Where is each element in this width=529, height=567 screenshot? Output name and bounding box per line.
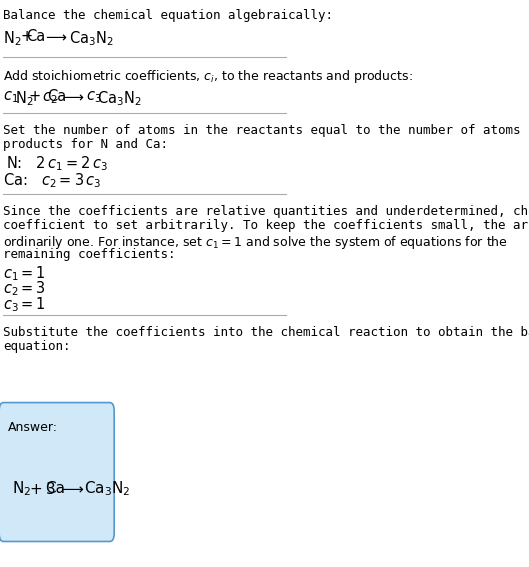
Text: Substitute the coefficients into the chemical reaction to obtain the balanced: Substitute the coefficients into the che… — [4, 326, 529, 339]
Text: Ca: Ca — [47, 89, 66, 104]
Text: Answer:: Answer: — [8, 421, 58, 434]
Text: N:   $2\,c_1 = 2\,c_3$: N: $2\,c_1 = 2\,c_3$ — [6, 155, 108, 174]
Text: $\mathrm{N_2}$: $\mathrm{N_2}$ — [15, 89, 33, 108]
Text: products for N and Ca:: products for N and Ca: — [4, 138, 168, 151]
Text: $c_3 = 1$: $c_3 = 1$ — [4, 295, 47, 314]
Text: $\mathrm{Ca_3N_2}$: $\mathrm{Ca_3N_2}$ — [97, 89, 142, 108]
Text: coefficient to set arbitrarily. To keep the coefficients small, the arbitrary va: coefficient to set arbitrarily. To keep … — [4, 219, 529, 232]
Text: $c_3$: $c_3$ — [86, 89, 102, 105]
Text: $c_1 = 1$: $c_1 = 1$ — [4, 264, 47, 283]
Text: $\longrightarrow$: $\longrightarrow$ — [43, 29, 68, 44]
Text: remaining coefficients:: remaining coefficients: — [4, 248, 176, 261]
Text: Set the number of atoms in the reactants equal to the number of atoms in the: Set the number of atoms in the reactants… — [4, 124, 529, 137]
FancyBboxPatch shape — [0, 403, 114, 541]
Text: Ca:   $c_2 = 3\,c_3$: Ca: $c_2 = 3\,c_3$ — [4, 171, 102, 190]
Text: $\mathrm{N_2}$: $\mathrm{N_2}$ — [12, 480, 31, 498]
Text: equation:: equation: — [4, 340, 71, 353]
Text: $\mathrm{Ca_3N_2}$: $\mathrm{Ca_3N_2}$ — [69, 29, 114, 48]
Text: $c_2 = 3$: $c_2 = 3$ — [4, 280, 47, 298]
Text: $+\,c_2$: $+\,c_2$ — [29, 89, 58, 105]
Text: $+\;3$: $+\;3$ — [29, 481, 56, 497]
Text: $c_1$: $c_1$ — [4, 89, 19, 105]
Text: Ca: Ca — [26, 29, 46, 44]
Text: $\longrightarrow$: $\longrightarrow$ — [60, 89, 85, 104]
Text: Ca: Ca — [45, 481, 66, 496]
Text: $\longrightarrow$: $\longrightarrow$ — [59, 481, 85, 496]
Text: $\mathrm{Ca_3N_2}$: $\mathrm{Ca_3N_2}$ — [84, 480, 131, 498]
Text: Add stoichiometric coefficients, $c_i$, to the reactants and products:: Add stoichiometric coefficients, $c_i$, … — [4, 68, 413, 85]
Text: $+$: $+$ — [20, 29, 32, 44]
Text: Since the coefficients are relative quantities and underdetermined, choose a: Since the coefficients are relative quan… — [4, 205, 529, 218]
Text: ordinarily one. For instance, set $c_1 = 1$ and solve the system of equations fo: ordinarily one. For instance, set $c_1 =… — [4, 234, 508, 251]
Text: $\mathrm{N_2}$: $\mathrm{N_2}$ — [4, 29, 22, 48]
Text: Balance the chemical equation algebraically:: Balance the chemical equation algebraica… — [4, 9, 333, 22]
